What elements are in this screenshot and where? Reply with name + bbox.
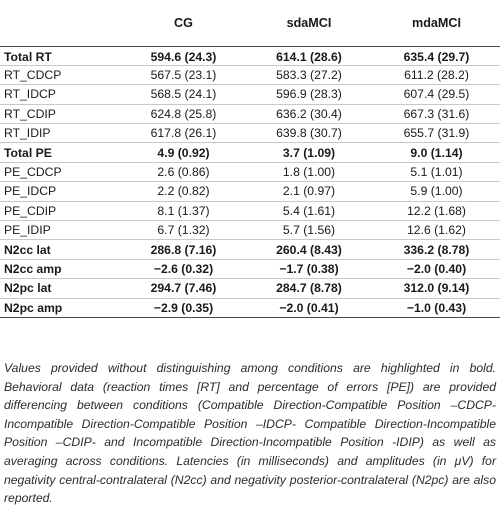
value-cell-mdamci: 611.2 (28.2)	[404, 68, 469, 83]
table-row: RT_CDIP 624.8 (25.8) 636.2 (30.4) 667.3 (31…	[0, 104, 500, 124]
row-label: RT_CDIP	[4, 106, 56, 121]
value-cell-mdamci: 667.3 (31.6)	[403, 106, 470, 121]
value-cell-mdamci: 12.6 (1.62)	[407, 223, 466, 238]
value-cell-cg: −2.6 (0.32)	[153, 261, 214, 276]
row-label: N2cc lat	[4, 242, 51, 257]
value-cell-cg: 8.1 (1.37)	[157, 203, 210, 218]
row-label: PE_IDIP	[4, 223, 51, 238]
value-cell-sdamci: 614.1 (28.6)	[276, 49, 342, 64]
value-cell-cg: 294.7 (7.46)	[150, 281, 217, 296]
value-cell-sdamci: 260.4 (8.43)	[276, 242, 342, 257]
value-cell-mdamci: 5.9 (1.00)	[410, 184, 463, 199]
row-label: PE_CDIP	[4, 203, 57, 218]
row-label: PE_IDCP	[4, 184, 57, 199]
table-row: N2pc lat 294.7 (7.46) 284.7 (8.78) 312.0 (9…	[0, 279, 500, 299]
value-cell-sdamci: 583.3 (27.2)	[276, 68, 342, 83]
header-row: CG sdaMCI mdaMCI	[0, 0, 500, 46]
row-label: N2pc amp	[4, 300, 63, 315]
table-row: N2cc amp −2.6 (0.32) −1.7 (0.38) −2.0 (0.40…	[0, 259, 500, 279]
table-row: PE_CDIP 8.1 (1.37) 5.4 (1.61) 12.2 (1.68)	[0, 201, 500, 221]
value-cell-mdamci: 336.2 (8.78)	[403, 242, 470, 257]
value-cell-sdamci: 3.7 (1.09)	[282, 145, 336, 160]
value-cell-mdamci: 9.0 (1.14)	[410, 145, 463, 160]
value-cell-sdamci: 1.8 (1.00)	[282, 165, 336, 180]
value-cell-sdamci: 639.8 (30.7)	[276, 126, 342, 141]
header-cell-mdamci: mdaMCI	[412, 15, 461, 30]
value-cell-mdamci: −1.0 (0.43)	[406, 300, 467, 315]
value-cell-sdamci: 636.2 (30.4)	[276, 106, 342, 121]
value-cell-sdamci: 2.1 (0.97)	[282, 184, 336, 199]
row-label: RT_IDCP	[4, 87, 56, 102]
value-cell-mdamci: −2.0 (0.40)	[406, 261, 467, 276]
value-cell-cg: 567.5 (23.1)	[150, 68, 217, 83]
table-row: N2cc lat 286.8 (7.16) 260.4 (8.43) 336.2 (8…	[0, 240, 500, 260]
results-table-container: CG sdaMCI mdaMCI Total RT 594.6 (24.3) 614…	[0, 0, 500, 318]
row-label: N2pc lat	[4, 281, 52, 296]
table-row: PE_IDCP 2.2 (0.82) 2.1 (0.97) 5.9 (1.00)	[0, 182, 500, 202]
row-label: PE_CDCP	[4, 165, 62, 180]
table-footnote: Values provided without distinguishing a…	[4, 361, 496, 506]
row-label: N2cc amp	[4, 261, 62, 276]
results-table: CG sdaMCI mdaMCI Total RT 594.6 (24.3) 614…	[0, 0, 500, 318]
value-cell-sdamci: 596.9 (28.3)	[276, 87, 342, 102]
value-cell-sdamci: −2.0 (0.41)	[279, 300, 339, 315]
table-row: RT_IDIP 617.8 (26.1) 639.8 (30.7) 655.7 (31…	[0, 124, 500, 143]
value-cell-mdamci: 12.2 (1.68)	[407, 203, 466, 218]
value-cell-mdamci: 312.0 (9.14)	[403, 281, 470, 296]
value-cell-sdamci: 5.7 (1.56)	[282, 223, 336, 238]
value-cell-sdamci: 5.4 (1.61)	[282, 203, 336, 218]
value-cell-cg: 617.8 (26.1)	[150, 126, 217, 141]
row-label: Total PE	[4, 145, 52, 160]
row-label: RT_IDIP	[4, 126, 51, 141]
value-cell-cg: 568.5 (24.1)	[150, 87, 217, 102]
table-row: PE_CDCP 2.6 (0.86) 1.8 (1.00) 5.1 (1.01)	[0, 162, 500, 182]
table-row: Total RT 594.6 (24.3) 614.1 (28.6) 635.4 (2…	[0, 46, 500, 66]
row-label: RT_CDCP	[4, 68, 62, 83]
value-cell-cg: 286.8 (7.16)	[150, 242, 217, 257]
table-row: N2pc amp −2.9 (0.35) −2.0 (0.41) −1.0 (0.43…	[0, 298, 500, 318]
header-cell-empty	[0, 0, 122, 46]
value-cell-sdamci: −1.7 (0.38)	[279, 261, 339, 276]
value-cell-cg: 594.6 (24.3)	[150, 49, 217, 64]
value-cell-cg: 2.6 (0.86)	[157, 165, 210, 180]
value-cell-sdamci: 284.7 (8.78)	[276, 281, 342, 296]
value-cell-mdamci: 5.1 (1.01)	[410, 165, 463, 180]
value-cell-cg: 6.7 (1.32)	[157, 223, 210, 238]
header-cell-cg: CG	[174, 15, 193, 30]
table-row: Total PE 4.9 (0.92) 3.7 (1.09) 9.0 (1.14)	[0, 143, 500, 163]
value-cell-mdamci: 655.7 (31.9)	[403, 126, 470, 141]
table-row: RT_CDCP 567.5 (23.1) 583.3 (27.2) 611.2 (28…	[0, 65, 500, 85]
table-body: Total RT 594.6 (24.3) 614.1 (28.6) 635.4 (2…	[0, 46, 500, 318]
table-header: CG sdaMCI mdaMCI	[0, 0, 500, 46]
row-label: Total RT	[4, 49, 52, 64]
value-cell-cg: 624.8 (25.8)	[150, 106, 217, 121]
value-cell-mdamci: 607.4 (29.5)	[403, 87, 470, 102]
table-row: PE_IDIP 6.7 (1.32) 5.7 (1.56) 12.6 (1.62)	[0, 221, 500, 240]
value-cell-cg: −2.9 (0.35)	[153, 300, 214, 315]
table-row: RT_IDCP 568.5 (24.1) 596.9 (28.3) 607.4 (29…	[0, 85, 500, 105]
value-cell-cg: 4.9 (0.92)	[157, 145, 210, 160]
header-cell-sdamci: sdaMCI	[286, 15, 332, 30]
value-cell-mdamci: 635.4 (29.7)	[403, 49, 470, 64]
value-cell-cg: 2.2 (0.82)	[157, 184, 210, 199]
